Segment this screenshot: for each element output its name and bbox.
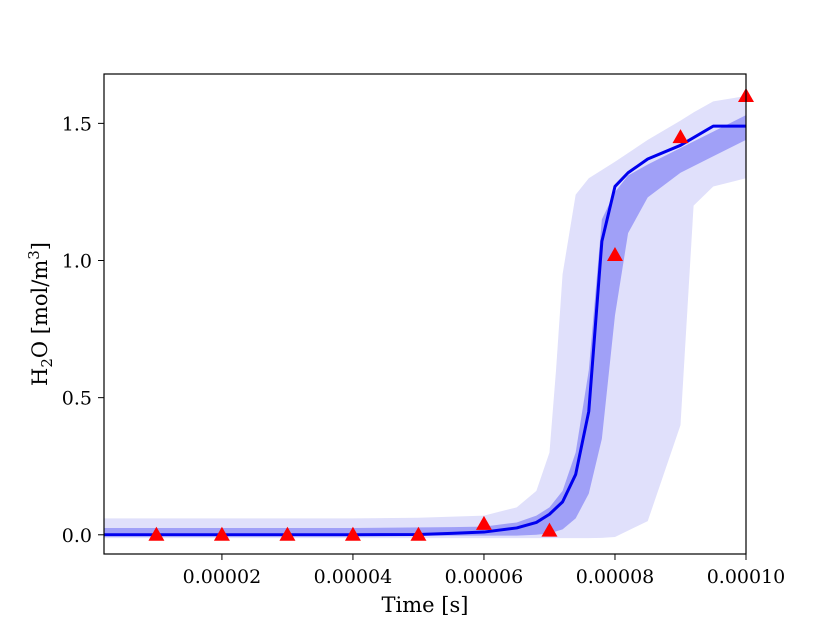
- data-point-marker: [148, 526, 165, 541]
- data-point-marker: [279, 526, 296, 541]
- data-point-marker: [344, 526, 361, 541]
- axis-ticks: 0.00002 0.00004 0.00006 0.00008 0.00010 0.0 0.…: [62, 113, 786, 588]
- x-tick-label: 0.00006: [445, 566, 524, 588]
- x-tick-label: 0.00008: [576, 566, 655, 588]
- x-axis-label: Time [s]: [382, 593, 469, 617]
- data-point-marker: [606, 247, 623, 262]
- plot-frame: [103, 73, 747, 555]
- uncertainty-band-0: [104, 95, 746, 539]
- x-tick-label: 0.00004: [314, 566, 393, 588]
- y-axis-label: H2O [mol/m3]: [25, 242, 56, 386]
- plot-series: [104, 95, 746, 539]
- plot-markers: [148, 87, 754, 541]
- data-point-marker: [475, 515, 492, 530]
- x-tick-label: 0.00010: [707, 566, 786, 588]
- x-tick-label: 0.00002: [183, 566, 262, 588]
- data-point-marker: [672, 129, 689, 144]
- y-tick-label: 1.5: [62, 113, 92, 135]
- y-tick-label: 1.0: [62, 251, 92, 273]
- y-tick-label: 0.5: [62, 388, 92, 410]
- data-point-marker: [541, 522, 558, 537]
- data-point-marker: [410, 526, 427, 541]
- y-tick-label: 0.0: [62, 525, 92, 547]
- data-point-marker: [213, 526, 230, 541]
